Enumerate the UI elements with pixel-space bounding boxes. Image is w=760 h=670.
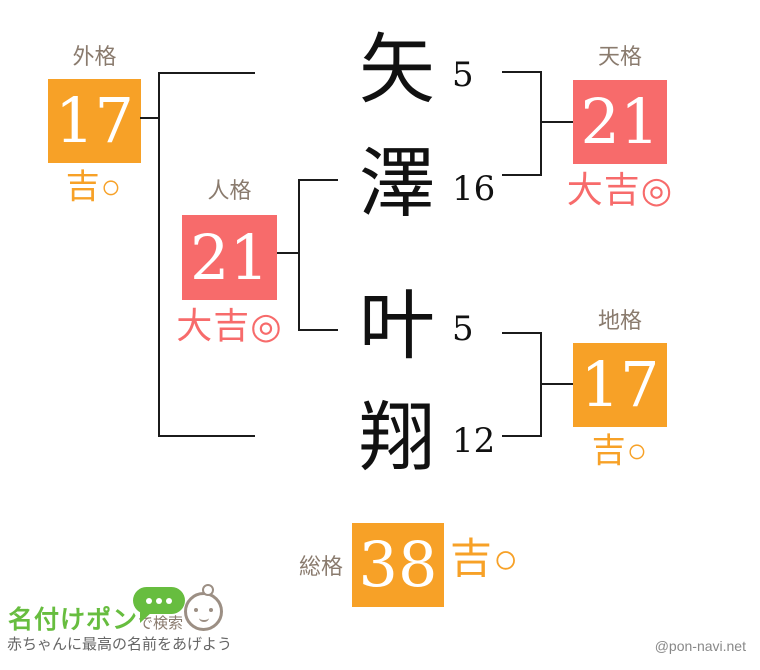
gaikaku-score-box: 17	[48, 79, 141, 163]
gaikaku-bracket-bottom	[158, 435, 255, 437]
soukaku-label: 総格	[298, 554, 343, 579]
logo: 名付けポンで検索	[8, 600, 183, 636]
stroke-count-1: 5	[452, 55, 474, 95]
name-char-2: 澤	[359, 139, 435, 228]
tenkaku-label: 天格	[597, 44, 642, 69]
chikaku-score-box: 17	[573, 343, 667, 427]
logo-text: 名付けポン	[8, 606, 139, 634]
gaikaku-bracket-vertical	[158, 72, 160, 437]
tagline: 赤ちゃんに最高の名前をあげよう	[7, 636, 233, 653]
name-char-1: 矢	[359, 25, 435, 114]
chikaku-bracket-top	[502, 332, 540, 334]
jinkaku-connector-line	[277, 252, 298, 254]
gaikaku-bracket-top	[158, 72, 255, 74]
jinkaku-label: 人格	[207, 178, 252, 203]
jinkaku-bracket-bottom	[298, 329, 338, 331]
site-credit: @pon-navi.net	[654, 638, 746, 654]
gaikaku-connector-line	[140, 117, 158, 119]
jinkaku-status: 大吉◎	[176, 305, 283, 346]
tenkaku-bracket-vertical	[540, 71, 542, 176]
soukaku-score-box: 38	[352, 523, 444, 607]
chikaku-connector-line	[542, 383, 573, 385]
gaikaku-label: 外格	[72, 44, 117, 69]
jinkaku-score-box: 21	[182, 215, 277, 300]
baby-face-icon	[184, 584, 223, 631]
soukaku-status: 吉○	[450, 535, 520, 582]
baby-mouth	[199, 614, 209, 622]
baby-hair-curl	[202, 584, 214, 596]
tenkaku-bracket-bottom	[502, 174, 540, 176]
chikaku-bracket-bottom	[502, 435, 540, 437]
bubble-dot	[146, 597, 152, 604]
bubble-dot	[156, 597, 162, 604]
stroke-count-2: 16	[452, 169, 496, 209]
name-char-3: 叶	[359, 281, 435, 370]
chikaku-bracket-vertical	[540, 332, 542, 437]
tenkaku-score-box: 21	[573, 80, 667, 164]
gaikaku-status: 吉○	[65, 168, 123, 206]
tenkaku-connector-line	[542, 121, 573, 123]
jinkaku-bracket-top	[298, 179, 338, 181]
bubble-dot	[166, 597, 172, 604]
baby-eye	[209, 608, 213, 612]
baby-eye	[194, 608, 198, 612]
jinkaku-bracket-vertical	[298, 179, 300, 331]
speech-bubble-icon	[133, 587, 185, 623]
tenkaku-bracket-top	[502, 71, 540, 73]
stroke-count-3: 5	[452, 309, 474, 349]
tenkaku-status: 大吉◎	[566, 169, 674, 210]
name-char-4: 翔	[359, 393, 435, 482]
chikaku-label: 地格	[597, 308, 642, 333]
stroke-count-4: 12	[452, 421, 496, 461]
chikaku-status: 吉○	[591, 432, 649, 470]
